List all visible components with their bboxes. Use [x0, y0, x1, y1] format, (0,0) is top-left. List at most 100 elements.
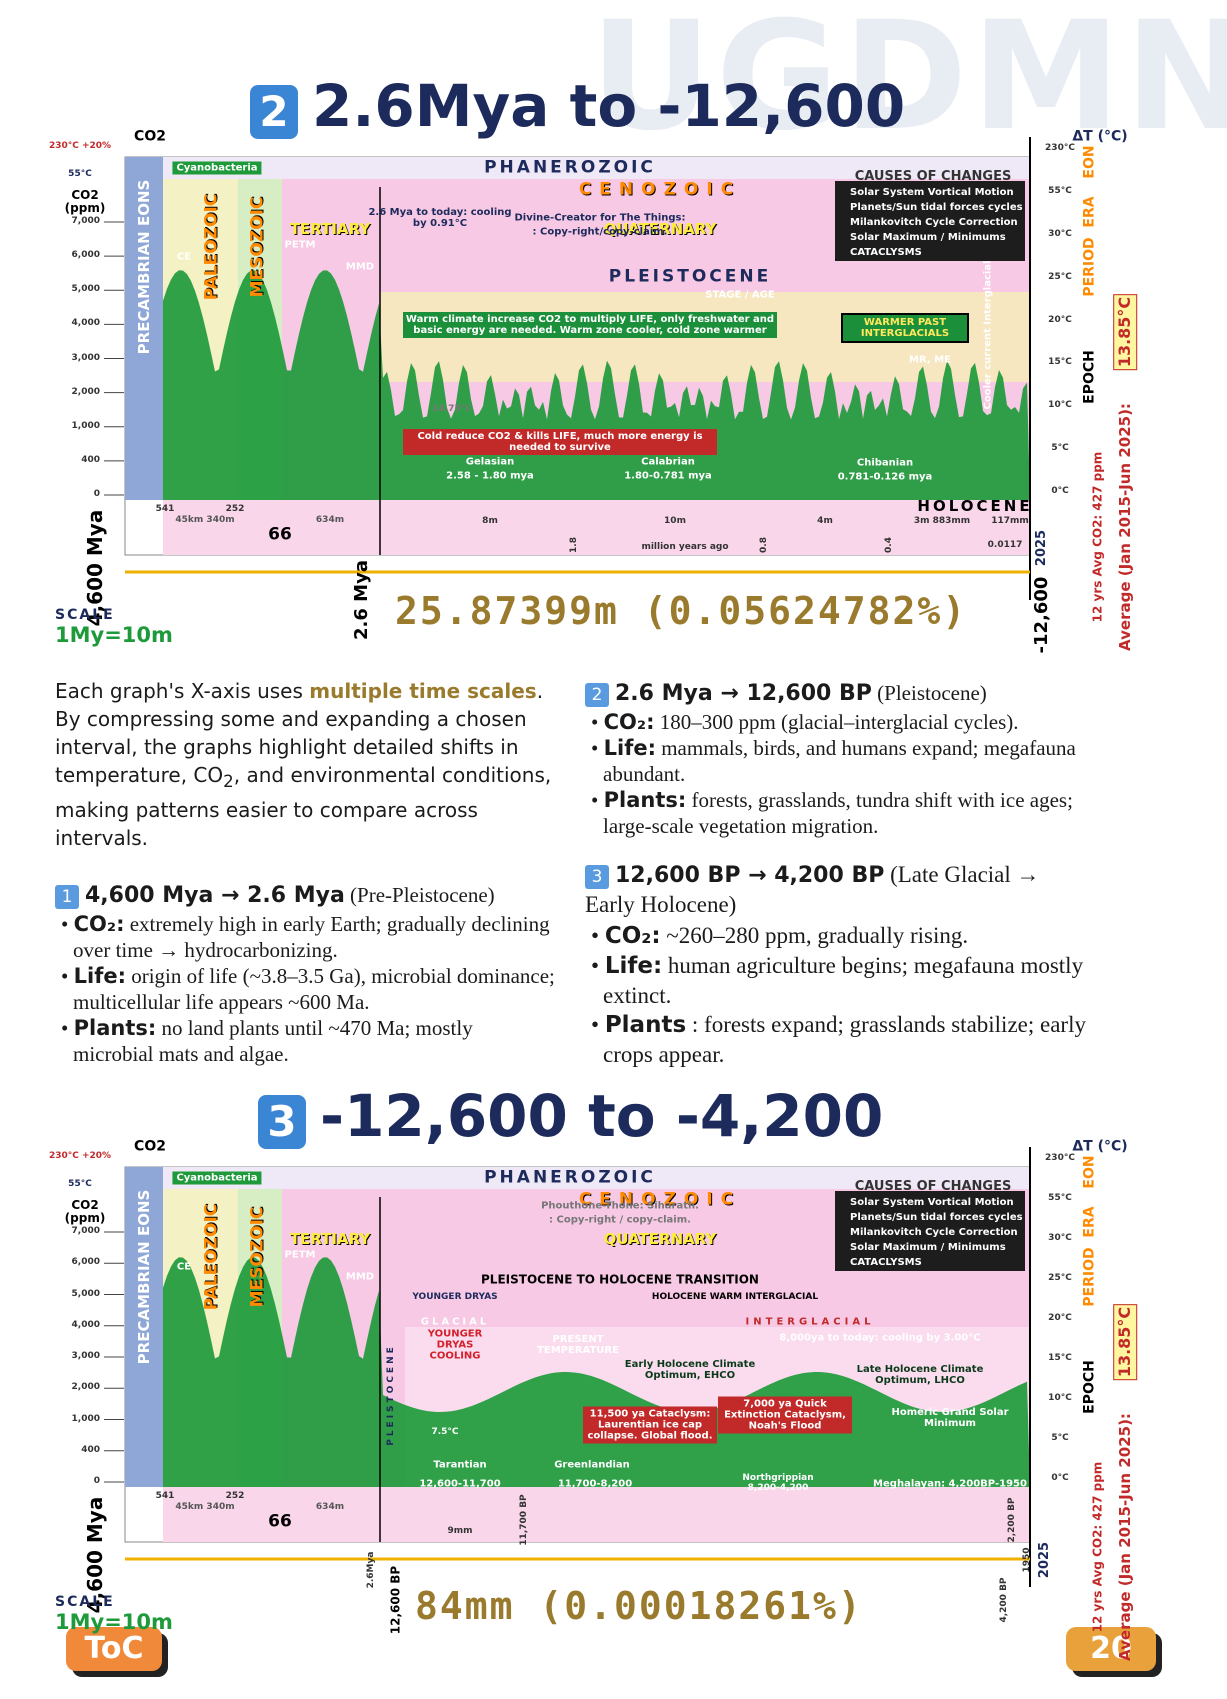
annotation: Divine-Creator for The Things:: [514, 212, 686, 224]
decoration: [163, 1167, 1030, 1189]
bullet-label: Plants:: [603, 788, 687, 812]
toc-button[interactable]: ToC: [66, 1627, 162, 1671]
y2-tick-label: 20°C: [1048, 314, 1072, 325]
level-label: EPOCH: [1081, 1360, 1098, 1414]
y-tick-label: 7,000: [71, 216, 100, 227]
annotation: 117mm: [991, 516, 1029, 527]
bullet-text: 180–300 ppm (glacial–interglacial cycles…: [659, 710, 1019, 734]
annotation: 2.6 Mya: [351, 560, 373, 640]
section-heading: 1 4,600 Mya → 2.6 Mya (Pre-Pleistocene): [55, 882, 555, 909]
annotation: : Copy-right/copy-claim.: [532, 226, 668, 238]
annotation: GLACIAL: [420, 1316, 490, 1328]
annotation: STAGE / AGE: [705, 289, 775, 301]
scale-title: SCALE: [55, 1594, 115, 1610]
annotation: 11,700-8,200: [557, 1478, 633, 1490]
bullet-text: extremely high in early Earth; gradually…: [73, 912, 550, 962]
bullet-list: • CO₂: extremely high in early Earth; gr…: [55, 911, 555, 1067]
avg-label: Average (Jan 2015-Jun 2025):: [1115, 1413, 1134, 1661]
y2-tick-label: 0°C: [1051, 1473, 1069, 1484]
level-label: EON: [1081, 1155, 1098, 1189]
y-tick-label: 6,000: [71, 250, 100, 261]
bullet: • Plants: forests, grasslands, tundra sh…: [591, 788, 1073, 838]
period-label: TERTIARY: [289, 1229, 371, 1248]
decoration: [125, 1167, 163, 1487]
annotation: 1950: [1022, 1547, 1033, 1573]
co2-label: CO2: [134, 128, 166, 145]
intro-emphasis: multiple time scales: [309, 679, 537, 703]
y2-tick-label: 5°C: [1051, 1433, 1069, 1444]
level-label: ERA: [1081, 196, 1098, 228]
heading-note: (Pleistocene): [877, 681, 987, 705]
scale-caption: 84mm (0.00018261%): [415, 1584, 863, 1629]
annotation: Northgrippian 8,200-4,200: [742, 1473, 814, 1493]
y-tick-label: 2,000: [71, 386, 100, 397]
annotation: Phouthone-Thone: Siharath.: [541, 1200, 699, 1212]
annotation: 11,500 ya Cataclysm: Laurentian ice cap …: [583, 1406, 717, 1444]
y2-tick-label: 230°C: [1045, 1153, 1075, 1164]
cause-item: CATACLYSMS: [850, 1257, 922, 1268]
y2-tick-label: 5°C: [1051, 443, 1069, 454]
period-label: TERTIARY: [289, 219, 371, 238]
panel-number: 3: [258, 1095, 306, 1149]
intro-text: , and environmental conditions, making p…: [55, 763, 552, 850]
boundary-label: 541: [155, 504, 175, 515]
era-label: MESOZOIC: [247, 1206, 268, 1308]
decoration: [125, 157, 163, 500]
bullet: • Plants : forests expand; grasslands st…: [591, 1012, 1086, 1067]
length-label: 45km 340m: [175, 1502, 235, 1513]
causes-title: CAUSES OF CHANGES: [854, 168, 1012, 184]
annotation: INTERGLACIAL: [745, 1316, 875, 1328]
scale-caption: 25.87399m (0.05624782%): [395, 589, 968, 634]
y-tick-label: 1,000: [71, 420, 100, 431]
y2-tick-label: 55°C: [1048, 1193, 1072, 1204]
causes-title: CAUSES OF CHANGES: [854, 1178, 1012, 1194]
avg-value: 13.85°C: [1113, 293, 1137, 371]
cause-item: Planets/Sun tidal forces cycles: [850, 1212, 1023, 1223]
avg-value: 13.85°C: [1113, 1303, 1137, 1381]
y-tick-label: 400: [81, 454, 100, 465]
panel-title: 2 2.6Mya to -12,600: [250, 74, 905, 139]
annotation: 12,600-11,700: [419, 1478, 501, 1490]
bullet: • CO₂: 180–300 ppm (glacial–interglacial…: [591, 710, 1019, 734]
cause-item: Solar System Vortical Motion: [850, 187, 1014, 198]
annotation: Greenlandian: [554, 1459, 630, 1471]
annotation: 10m: [664, 516, 686, 527]
bullet: • Plants: no land plants until ~470 Ma; …: [61, 1016, 473, 1066]
annotation: 8,000ya to today: cooling by 3.00°C: [779, 1332, 981, 1344]
y-tick-label: 2,000: [71, 1382, 100, 1393]
annotation: WARMER PAST INTERGLACIALS: [841, 313, 969, 343]
annotation: Meghalayan: 4,200BP-1950: [873, 1478, 1027, 1490]
cause-item: Solar Maximum / Minimums: [850, 232, 1006, 243]
eon-label: PHANEROZOIC: [484, 1167, 656, 1188]
y2-tick-label: 15°C: [1048, 357, 1072, 368]
section-heading: 2 2.6 Mya → 12,600 BP (Pleistocene): [585, 680, 1095, 707]
annotation: PLEISTOCENE: [386, 1344, 397, 1446]
eon-label: PRECAMBRIAN EONS: [134, 1189, 153, 1365]
bullet-text: no land plants until ~470 Ma; mostly mic…: [73, 1016, 473, 1066]
period-label: QUATERNARY: [603, 1229, 717, 1248]
annotation: : Copy-right / copy-claim.: [549, 1214, 691, 1226]
annotation: 3m 883mm: [913, 516, 971, 527]
era-label: CENOZOIC: [578, 1189, 742, 1210]
axis-note: 230°C +20%: [48, 141, 112, 152]
boundary-label: 541: [155, 1491, 175, 1502]
scale-title: SCALE: [55, 607, 115, 623]
annotation: HOLOCENE WARM INTERGLACIAL: [651, 1292, 819, 1303]
annotation: 2,200 BP: [1007, 1497, 1018, 1543]
annotation: Late Holocene Climate Optimum, LHCO: [856, 1364, 984, 1386]
bullet: • CO₂: extremely high in early Earth; gr…: [61, 912, 550, 962]
y-tick-label: 4,000: [71, 318, 100, 329]
annotation: PLEISTOCENE: [608, 266, 772, 287]
bullet-label: Life:: [603, 736, 656, 760]
bullet-text: human agriculture begins; megafauna most…: [603, 953, 1084, 1008]
bullet-text: origin of life (~3.8–3.5 Ga), microbial …: [73, 964, 555, 1014]
life-label: Cyanobacteria: [172, 161, 262, 175]
co2-avg: 12 yrs Avg CO2: 427 ppm: [1090, 451, 1105, 623]
annotation: Homeric Grand Solar Minimum: [891, 1407, 1009, 1429]
event-label: PETM: [284, 1249, 316, 1261]
axis-note: 230°C +20%: [48, 1151, 112, 1162]
boundary-label: 66: [268, 1511, 292, 1532]
panel-number: 2: [250, 85, 298, 139]
bullet-label: Plants: [604, 1012, 687, 1038]
